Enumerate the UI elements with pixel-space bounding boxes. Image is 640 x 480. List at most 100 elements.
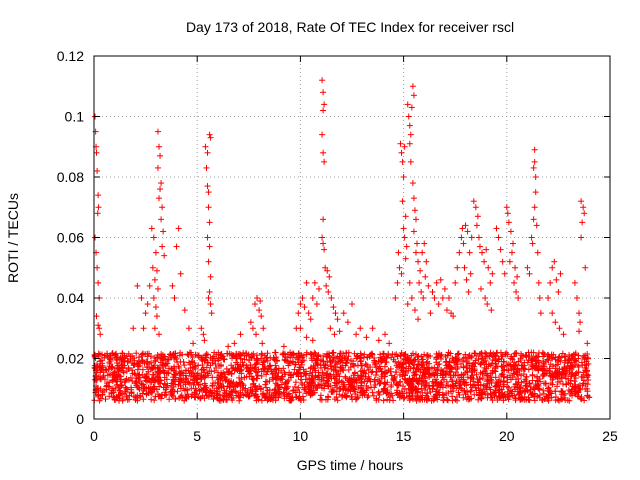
- data-point: [412, 249, 419, 256]
- data-point: [399, 158, 406, 165]
- data-point: [557, 270, 564, 277]
- data-point: [429, 288, 436, 295]
- data-point: [342, 355, 349, 362]
- data-point: [206, 219, 213, 226]
- data-point: [581, 210, 588, 217]
- data-point: [169, 282, 176, 289]
- data-point: [439, 295, 446, 301]
- data-point: [398, 270, 405, 277]
- data-point: [435, 301, 442, 308]
- data-point: [234, 382, 241, 389]
- data-point: [485, 264, 492, 271]
- data-point: [95, 322, 102, 329]
- data-point: [484, 301, 491, 308]
- data-point: [152, 249, 159, 256]
- data-point: [398, 149, 405, 156]
- data-point: [188, 385, 195, 392]
- data-point: [536, 295, 543, 301]
- data-point: [476, 243, 483, 250]
- data-point: [303, 279, 310, 286]
- y-tick-label: 0: [76, 411, 84, 427]
- data-point: [384, 396, 391, 403]
- data-point: [582, 264, 589, 271]
- data-point: [96, 325, 103, 332]
- data-point: [313, 301, 320, 308]
- data-point: [501, 270, 508, 277]
- data-point: [327, 325, 334, 332]
- data-point: [158, 395, 165, 402]
- data-point: [553, 276, 560, 283]
- data-point: [254, 295, 261, 301]
- data-point: [546, 365, 553, 372]
- data-point: [376, 378, 383, 385]
- data-point: [423, 396, 430, 403]
- data-point: [177, 270, 184, 277]
- data-point: [414, 388, 421, 395]
- data-point: [151, 325, 158, 332]
- data-point: [175, 225, 182, 232]
- data-point: [410, 92, 417, 99]
- data-point: [95, 192, 102, 199]
- chart-title: Day 173 of 2018, Rate Of TEC Index for r…: [186, 19, 514, 35]
- data-point: [207, 301, 214, 308]
- data-point: [121, 379, 128, 386]
- data-point: [198, 325, 205, 332]
- data-point: [330, 349, 337, 356]
- data-point: [320, 107, 327, 114]
- data-point: [336, 391, 343, 398]
- y-axis-label: ROTI / TECUs: [5, 193, 21, 283]
- data-point: [236, 397, 243, 404]
- data-point: [206, 131, 213, 138]
- data-point: [344, 319, 351, 326]
- data-point: [159, 243, 166, 250]
- data-point: [152, 304, 159, 311]
- data-point: [253, 352, 260, 359]
- data-point: [301, 304, 308, 311]
- data-point: [321, 158, 328, 165]
- data-point: [205, 393, 212, 400]
- data-point: [133, 350, 140, 357]
- data-point: [259, 340, 266, 347]
- data-point: [225, 343, 232, 350]
- data-point: [142, 310, 149, 317]
- data-point: [382, 331, 389, 338]
- data-point: [423, 258, 430, 265]
- data-point: [464, 228, 471, 235]
- data-point: [511, 279, 518, 286]
- data-point: [260, 325, 267, 332]
- data-point: [415, 258, 422, 265]
- data-point: [404, 101, 411, 108]
- data-point: [247, 319, 254, 326]
- data-point: [321, 101, 328, 108]
- data-point: [392, 295, 399, 301]
- data-point: [375, 337, 382, 344]
- data-point: [148, 396, 155, 403]
- data-point: [319, 131, 326, 138]
- data-point: [467, 388, 474, 395]
- data-point: [556, 325, 563, 332]
- data-point: [406, 140, 413, 147]
- data-point: [206, 243, 213, 250]
- data-point: [154, 285, 161, 292]
- data-point: [530, 164, 537, 171]
- data-point: [158, 216, 165, 223]
- data-point: [205, 295, 212, 301]
- data-point: [432, 376, 439, 383]
- data-point: [163, 376, 170, 383]
- data-point: [508, 249, 515, 256]
- data-point: [412, 216, 419, 223]
- data-point: [157, 186, 164, 193]
- data-point: [139, 366, 146, 373]
- data-point: [507, 228, 514, 235]
- data-point: [292, 379, 299, 386]
- data-point: [122, 384, 129, 391]
- data-point: [153, 267, 160, 274]
- data-point: [156, 195, 163, 202]
- data-point: [420, 295, 427, 301]
- data-point: [513, 288, 520, 295]
- data-point: [518, 372, 525, 379]
- data-point: [241, 374, 248, 381]
- data-point: [207, 134, 214, 141]
- data-point: [402, 357, 409, 364]
- data-point: [295, 310, 302, 317]
